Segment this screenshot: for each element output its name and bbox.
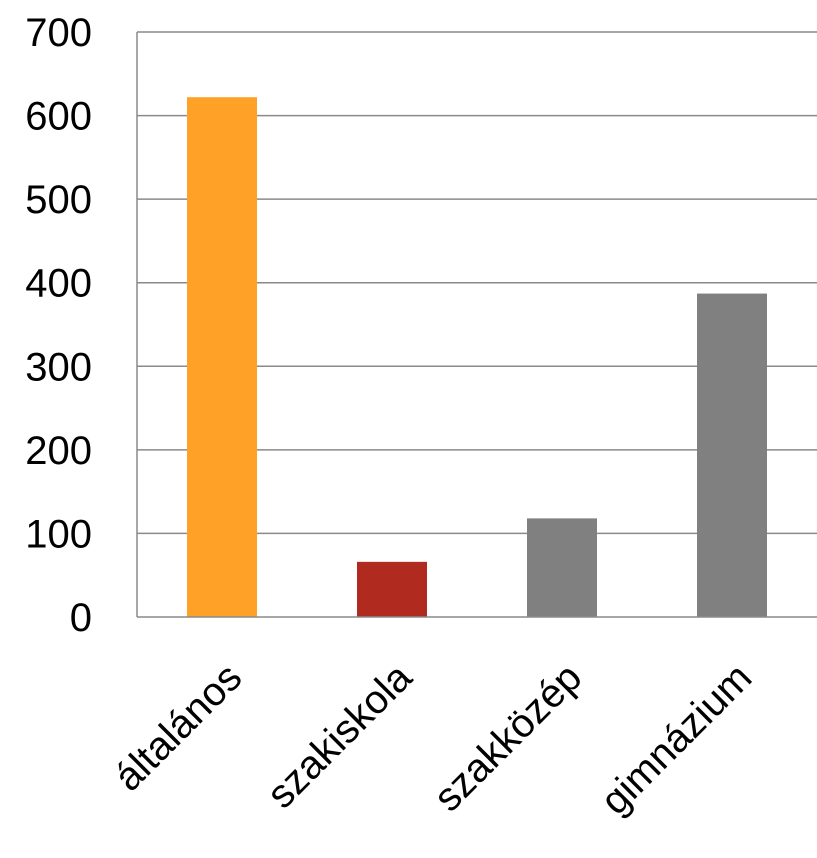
x-category-label: gimnázium [592,655,760,823]
x-axis-category-labels: általános szakiskola szakközép gimnázium [106,655,760,823]
y-tick-label: 300 [25,345,92,389]
bar-szakiskola [357,561,427,617]
y-tick-label: 100 [25,512,92,556]
y-axis-tick-labels: 0 100 200 300 400 500 600 700 [25,11,92,640]
axes [136,32,817,618]
y-tick-label: 500 [25,178,92,222]
x-category-label: szakközép [426,655,591,820]
y-tick-label: 700 [25,11,92,55]
bars [187,97,767,617]
y-tick-label: 600 [25,95,92,139]
bar-általános [187,97,257,617]
bar-gimnázium [697,293,767,617]
y-tick-label: 400 [25,262,92,306]
y-tick-label: 200 [25,429,92,473]
y-tick-label: 0 [70,596,92,640]
bar-szakközép [527,518,597,617]
x-category-label: szakiskola [259,655,421,817]
x-category-label: általános [106,655,250,799]
